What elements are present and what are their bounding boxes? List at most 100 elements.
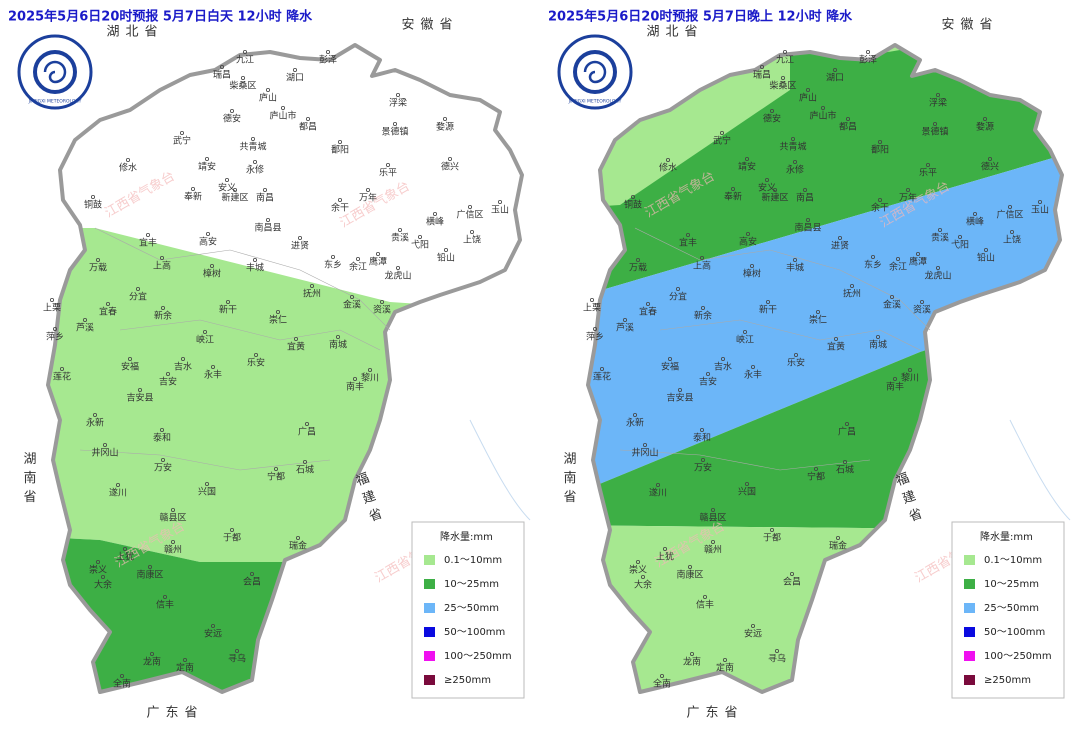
city-marker	[179, 130, 184, 135]
city-label: 赣州	[704, 544, 722, 556]
city-marker	[280, 106, 285, 111]
city-label: 新建区	[761, 192, 788, 204]
city-label: 德兴	[441, 161, 459, 173]
city-marker	[83, 317, 88, 322]
city-marker	[103, 442, 108, 447]
city-marker	[375, 251, 380, 256]
city-label: 南丰	[886, 381, 904, 393]
city-label: 莲花	[53, 371, 71, 383]
county-border	[634, 227, 931, 331]
city-marker	[162, 595, 167, 600]
city-marker	[242, 50, 247, 55]
city-label: 宁都	[807, 471, 825, 483]
city-marker	[182, 658, 187, 663]
city-marker	[209, 263, 214, 268]
city-marker	[636, 560, 641, 565]
city-label: 南丰	[346, 381, 364, 393]
city-label: 会昌	[783, 576, 801, 588]
legend-label: 50～100mm	[984, 627, 1045, 638]
city-marker	[849, 283, 854, 288]
city-label: 龙虎山	[384, 270, 411, 282]
city-label: 庐山	[799, 92, 817, 104]
city-label: 寻乌	[768, 653, 786, 665]
legend-label: 25～50mm	[444, 603, 499, 614]
city-label: 赣县区	[159, 512, 186, 524]
city-label: 金溪	[883, 299, 901, 311]
city-marker	[699, 255, 704, 260]
city-marker	[304, 421, 309, 426]
city-marker	[116, 482, 121, 487]
city-marker	[385, 162, 390, 167]
city-label: 定南	[716, 662, 734, 674]
city-marker	[842, 459, 847, 464]
city-label: 大余	[94, 579, 112, 591]
city-label: 乐平	[379, 167, 397, 179]
city-label: 武宁	[173, 135, 191, 147]
city-label: 南昌	[796, 192, 814, 204]
city-label: 弋阳	[411, 239, 429, 251]
city-marker	[253, 352, 258, 357]
city-marker	[137, 387, 142, 392]
city-label: 石城	[296, 465, 314, 476]
legend-swatch	[424, 627, 435, 637]
city-marker	[180, 356, 185, 361]
city-marker	[774, 649, 779, 654]
city-marker	[249, 572, 254, 577]
city-label: 靖安	[198, 161, 216, 173]
county-border	[659, 319, 921, 351]
city-marker	[469, 229, 474, 234]
city-label: 上饶	[1003, 234, 1021, 246]
city-label: 寻乌	[228, 653, 246, 665]
city-marker	[937, 227, 942, 232]
city-label: 莲花	[593, 371, 611, 383]
city-label: 南康区	[676, 569, 703, 581]
city-label: 万安	[694, 462, 712, 474]
city-marker	[93, 412, 98, 417]
city-label: 吉安	[699, 376, 717, 388]
city-label: 永新	[626, 417, 644, 429]
city-marker	[106, 301, 111, 306]
city-marker	[443, 247, 448, 252]
city-marker	[101, 575, 106, 580]
city-label: 鄱阳	[871, 145, 889, 156]
city-marker	[96, 560, 101, 565]
city-label: 德安	[763, 113, 781, 125]
city-marker	[53, 326, 58, 331]
city-marker	[730, 186, 735, 191]
city-marker	[793, 352, 798, 357]
city-label: 万载	[629, 262, 647, 274]
city-marker	[395, 265, 400, 270]
city-label: 上高	[693, 260, 711, 272]
city-label: 宜春	[639, 306, 657, 318]
city-marker	[722, 658, 727, 663]
city-label: 柴桑区	[229, 80, 256, 92]
city-marker	[352, 376, 357, 381]
city-marker	[710, 540, 715, 545]
city-label: 贵溪	[931, 232, 949, 244]
city-label: 修水	[659, 162, 677, 174]
city-label: 东乡	[864, 259, 882, 271]
city-label: 崇仁	[269, 314, 287, 326]
city-label: 婺源	[976, 122, 994, 133]
legend-label: 50～100mm	[444, 627, 505, 638]
city-marker	[837, 235, 842, 240]
city-marker	[895, 256, 900, 261]
city-label: 瑞金	[289, 540, 307, 552]
city-label: 铜鼓	[84, 199, 102, 211]
city-label: 武宁	[713, 135, 731, 147]
city-marker	[805, 88, 810, 93]
province-label: 广东省	[146, 706, 203, 721]
legend-label: 0.1～10mm	[984, 555, 1042, 566]
city-marker	[60, 366, 65, 371]
city-marker	[633, 412, 638, 417]
city-marker	[835, 536, 840, 541]
city-marker	[705, 371, 710, 376]
city-marker	[790, 136, 795, 141]
legend-swatch	[424, 675, 435, 685]
city-marker	[744, 156, 749, 161]
city-label: 玉山	[1031, 205, 1049, 216]
city-label: 信丰	[156, 599, 174, 611]
city-label: 乐安	[247, 357, 265, 369]
city-label: 龙南	[683, 656, 701, 668]
city-label: 宜丰	[679, 237, 697, 249]
